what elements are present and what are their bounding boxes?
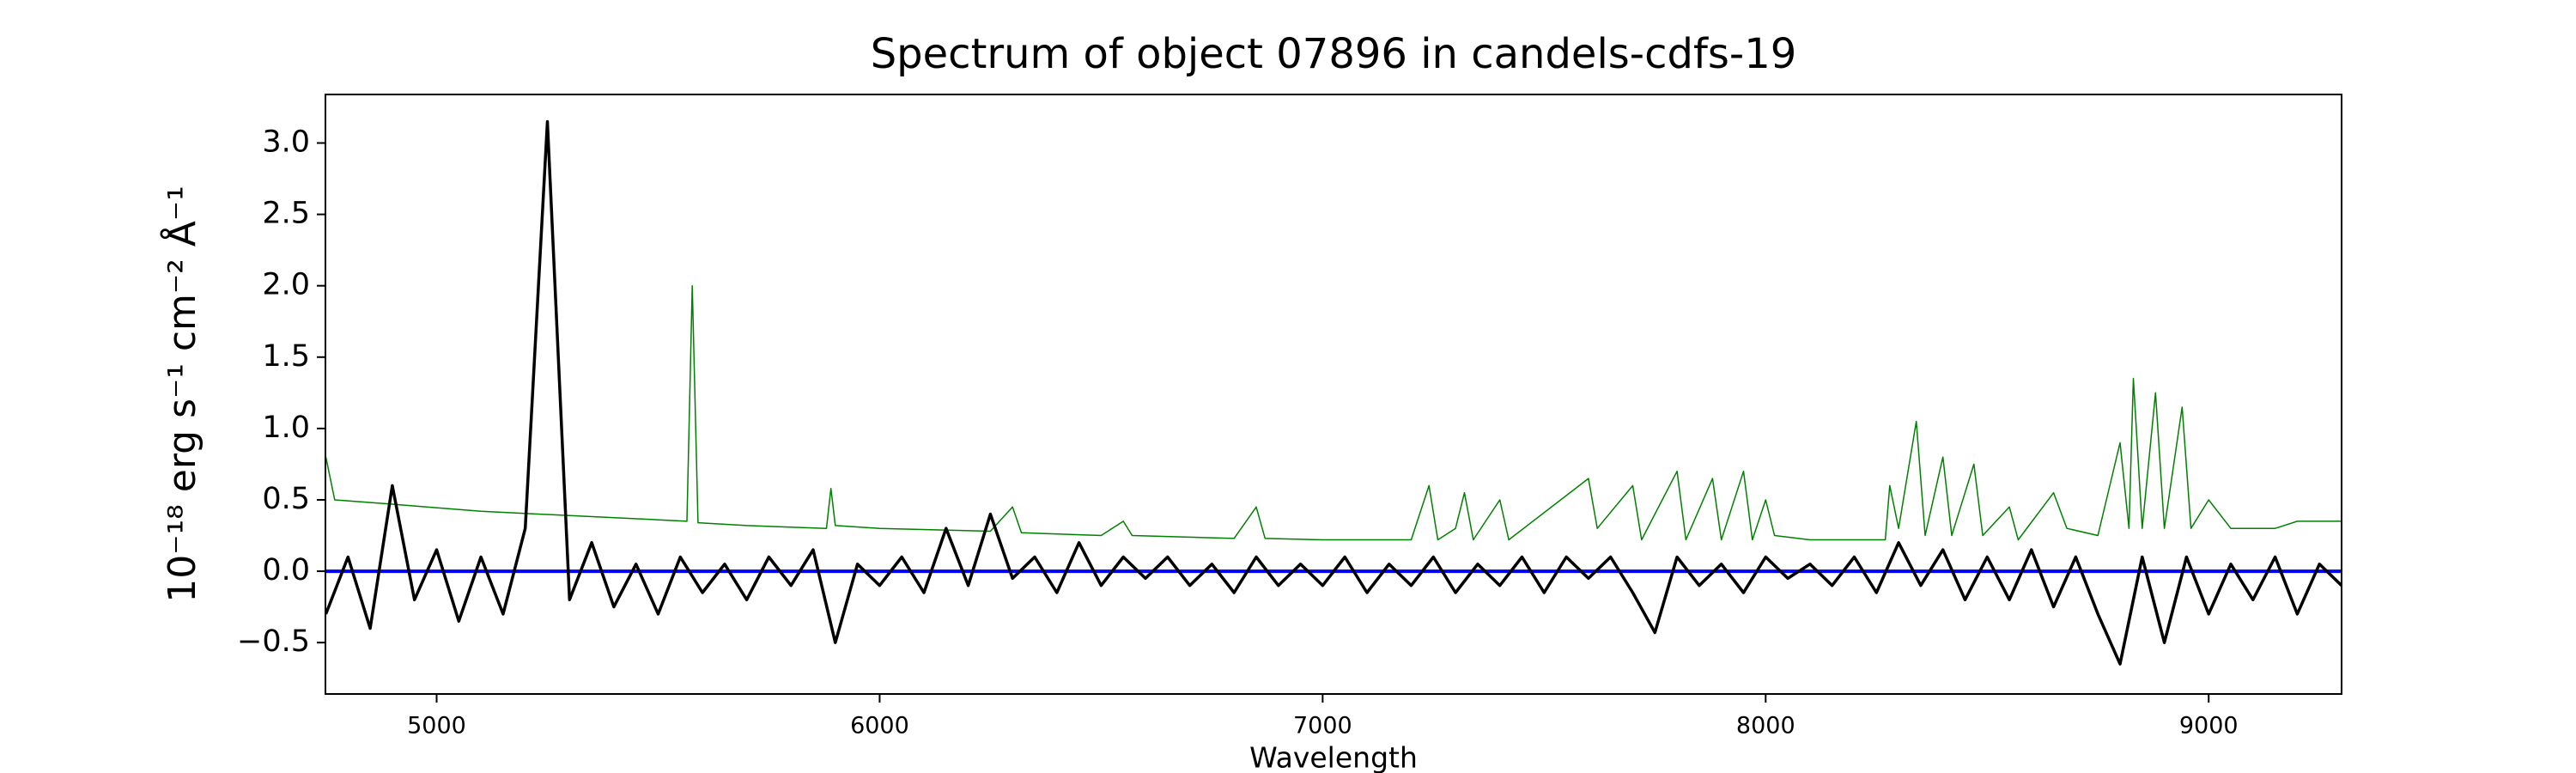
y-tick-label: −0.5 — [237, 624, 310, 659]
y-tick-label: 3.0 — [262, 125, 310, 160]
spectrum-line — [325, 119, 2342, 666]
x-tick-label: 6000 — [850, 713, 909, 740]
y-tick-label: 0.5 — [262, 482, 310, 516]
y-tick-label: 0.0 — [262, 553, 310, 587]
plot-frame — [325, 94, 2342, 695]
x-tick-label: 9000 — [2179, 713, 2239, 740]
x-tick-label: 5000 — [407, 713, 466, 740]
chart-title: Spectrum of object 07896 in candels-cdfs… — [871, 30, 1797, 78]
y-tick-label: 1.5 — [262, 339, 310, 374]
spectrum-line — [325, 284, 2342, 541]
y-axis-label: 10⁻¹⁸ erg s⁻¹ cm⁻² Å⁻¹ — [159, 186, 204, 602]
x-tick-label: 8000 — [1736, 713, 1795, 740]
y-tick-label: 2.0 — [262, 268, 310, 302]
y-tick-label: 1.0 — [262, 411, 310, 445]
x-axis-label: Wavelength — [1249, 741, 1418, 773]
x-tick-label: 7000 — [1293, 713, 1352, 740]
y-tick-label: 2.5 — [262, 197, 310, 231]
